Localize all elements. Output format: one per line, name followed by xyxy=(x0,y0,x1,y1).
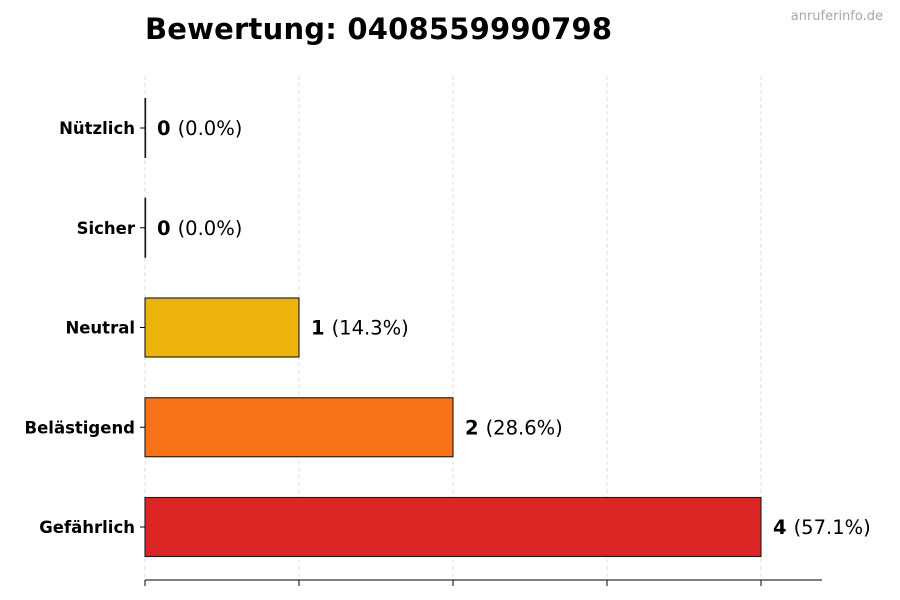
value-count: 1 xyxy=(311,317,325,340)
value-label-ntzlich: 0 (0.0%) xyxy=(157,117,242,140)
value-count: 0 xyxy=(157,117,171,140)
y-tick-label-neutral: Neutral xyxy=(65,319,135,338)
axes xyxy=(140,127,822,586)
value-percent: (28.6%) xyxy=(486,416,563,439)
value-percent: (14.3%) xyxy=(332,317,409,340)
value-count: 2 xyxy=(465,416,479,439)
labels: Nützlich 0 (0.0%) Sicher 0 (0.0%) Neutral 1 (14.… xyxy=(25,117,871,539)
bar-gefhrlich xyxy=(144,496,762,558)
y-tick-label-ntzlich: Nützlich xyxy=(59,119,135,138)
value-label-sicher: 0 (0.0%) xyxy=(157,217,242,240)
bar-sicher xyxy=(144,197,147,258)
value-label-neutral: 1 (14.3%) xyxy=(311,317,409,340)
watermark: anruferinfo.de xyxy=(790,9,883,24)
value-label-gefhrlich: 4 (57.1%) xyxy=(773,516,871,539)
value-count: 0 xyxy=(157,217,171,240)
value-percent: (0.0%) xyxy=(178,217,243,240)
chart-title: Bewertung: 0408559990798 xyxy=(145,12,613,46)
bar-neutral xyxy=(144,297,300,358)
value-percent: (57.1%) xyxy=(794,516,871,539)
bar-ntzlich xyxy=(144,97,147,159)
y-tick-label-belstigend: Belästigend xyxy=(25,418,135,437)
y-tick-label-sicher: Sicher xyxy=(77,219,136,238)
bars xyxy=(144,97,762,558)
value-label-belstigend: 2 (28.6%) xyxy=(465,416,563,439)
value-percent: (0.0%) xyxy=(178,117,243,140)
value-count: 4 xyxy=(773,516,787,539)
y-tick-label-gefhrlich: Gefährlich xyxy=(39,518,135,537)
bar-belstigend xyxy=(144,397,454,458)
